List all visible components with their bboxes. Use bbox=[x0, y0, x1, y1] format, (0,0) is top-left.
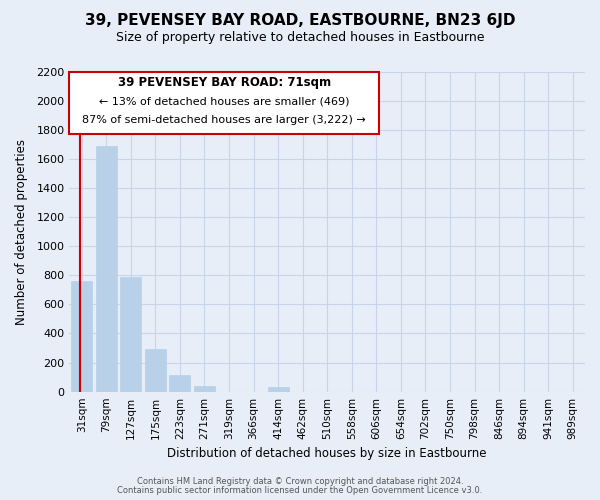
Bar bbox=[169, 375, 190, 392]
Bar bbox=[71, 281, 92, 392]
Bar bbox=[96, 146, 117, 392]
Bar bbox=[194, 386, 215, 392]
Text: ← 13% of detached houses are smaller (469): ← 13% of detached houses are smaller (46… bbox=[99, 96, 349, 106]
Text: Size of property relative to detached houses in Eastbourne: Size of property relative to detached ho… bbox=[116, 31, 484, 44]
Text: 39 PEVENSEY BAY ROAD: 71sqm: 39 PEVENSEY BAY ROAD: 71sqm bbox=[118, 76, 331, 89]
Y-axis label: Number of detached properties: Number of detached properties bbox=[15, 138, 28, 324]
Bar bbox=[145, 348, 166, 392]
Text: 39, PEVENSEY BAY ROAD, EASTBOURNE, BN23 6JD: 39, PEVENSEY BAY ROAD, EASTBOURNE, BN23 … bbox=[85, 12, 515, 28]
Bar bbox=[121, 276, 141, 392]
X-axis label: Distribution of detached houses by size in Eastbourne: Distribution of detached houses by size … bbox=[167, 447, 487, 460]
Text: Contains public sector information licensed under the Open Government Licence v3: Contains public sector information licen… bbox=[118, 486, 482, 495]
Text: Contains HM Land Registry data © Crown copyright and database right 2024.: Contains HM Land Registry data © Crown c… bbox=[137, 477, 463, 486]
Text: 87% of semi-detached houses are larger (3,222) →: 87% of semi-detached houses are larger (… bbox=[82, 115, 366, 125]
Bar bbox=[268, 388, 289, 392]
